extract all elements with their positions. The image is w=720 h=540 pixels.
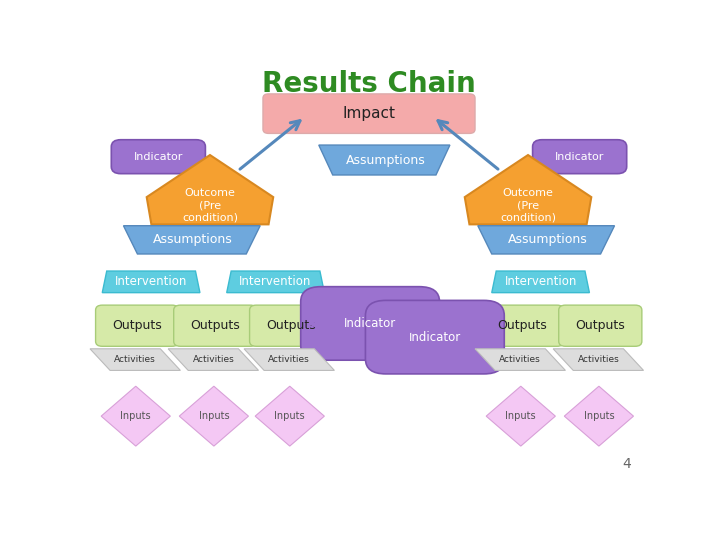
Text: 4: 4 — [623, 457, 631, 471]
Text: Outcome
(Pre
condition): Outcome (Pre condition) — [500, 188, 556, 222]
FancyBboxPatch shape — [481, 305, 564, 346]
FancyBboxPatch shape — [263, 94, 475, 133]
Text: Intervention: Intervention — [239, 275, 312, 288]
Text: Inputs: Inputs — [199, 411, 229, 421]
Polygon shape — [478, 226, 615, 254]
Polygon shape — [486, 386, 555, 446]
Text: Activities: Activities — [269, 355, 310, 364]
Polygon shape — [464, 155, 591, 224]
Text: Indicator: Indicator — [409, 330, 461, 343]
Text: Outputs: Outputs — [266, 319, 316, 332]
Text: Indicator: Indicator — [344, 317, 396, 330]
Text: Indicator: Indicator — [134, 152, 183, 161]
Text: Inputs: Inputs — [505, 411, 536, 421]
Text: Intervention: Intervention — [115, 275, 187, 288]
FancyBboxPatch shape — [174, 305, 257, 346]
Text: Activities: Activities — [114, 355, 156, 364]
Text: Inputs: Inputs — [120, 411, 151, 421]
FancyBboxPatch shape — [301, 287, 439, 360]
Polygon shape — [492, 271, 590, 293]
Text: Outcome
(Pre
condition): Outcome (Pre condition) — [182, 188, 238, 222]
Polygon shape — [255, 386, 324, 446]
Text: Assumptions: Assumptions — [346, 153, 426, 166]
Polygon shape — [244, 349, 334, 370]
Text: Inputs: Inputs — [584, 411, 614, 421]
Polygon shape — [319, 145, 450, 175]
Text: Assumptions: Assumptions — [508, 233, 588, 246]
FancyBboxPatch shape — [533, 140, 626, 174]
Text: Impact: Impact — [343, 106, 395, 121]
Polygon shape — [124, 226, 260, 254]
Text: Activities: Activities — [192, 355, 234, 364]
Polygon shape — [101, 386, 171, 446]
FancyBboxPatch shape — [96, 305, 179, 346]
Text: Assumptions: Assumptions — [153, 233, 233, 246]
Polygon shape — [168, 349, 258, 370]
FancyBboxPatch shape — [559, 305, 642, 346]
Text: Results Chain: Results Chain — [262, 70, 476, 98]
Polygon shape — [102, 271, 200, 293]
Text: Outputs: Outputs — [575, 319, 625, 332]
Polygon shape — [227, 271, 324, 293]
Text: Intervention: Intervention — [505, 275, 577, 288]
Polygon shape — [475, 349, 565, 370]
Text: Activities: Activities — [577, 355, 619, 364]
FancyBboxPatch shape — [250, 305, 333, 346]
Text: Outputs: Outputs — [190, 319, 240, 332]
Text: Outputs: Outputs — [498, 319, 547, 332]
FancyBboxPatch shape — [112, 140, 205, 174]
Polygon shape — [179, 386, 248, 446]
Polygon shape — [553, 349, 644, 370]
FancyBboxPatch shape — [366, 300, 504, 374]
Text: Inputs: Inputs — [274, 411, 305, 421]
Polygon shape — [147, 155, 274, 224]
Polygon shape — [564, 386, 634, 446]
Polygon shape — [90, 349, 181, 370]
Text: Outputs: Outputs — [112, 319, 162, 332]
Text: Activities: Activities — [500, 355, 541, 364]
Text: Indicator: Indicator — [555, 152, 604, 161]
